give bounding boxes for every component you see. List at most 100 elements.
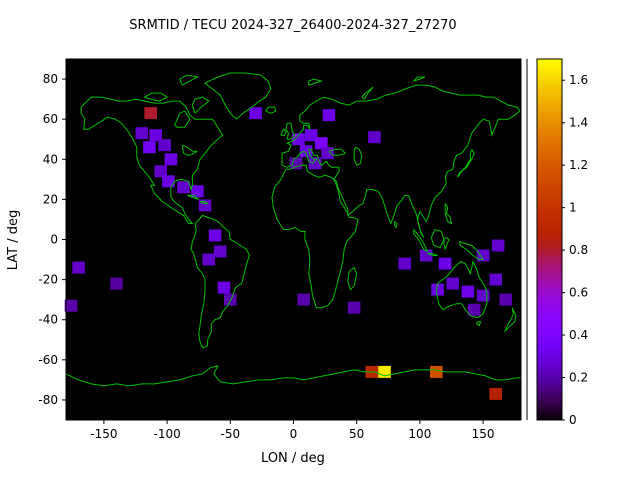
y-tick-label: -40 — [38, 313, 58, 327]
heat-cell — [430, 365, 443, 378]
coastline-path — [435, 260, 488, 319]
colorbar-tick-label: 1.6 — [569, 73, 588, 87]
heat-cell — [315, 137, 328, 150]
heat-cell — [213, 245, 227, 258]
heat-cell — [489, 387, 502, 400]
heat-cell — [431, 283, 444, 296]
colorbar-tick-label: 0.4 — [569, 328, 588, 342]
coastline-path — [179, 74, 199, 86]
heat-cell — [144, 107, 157, 120]
heat-cell — [499, 293, 513, 306]
heat-cell — [208, 229, 222, 242]
coastline-path — [281, 84, 521, 238]
heat-cell — [72, 261, 85, 274]
x-tick-label: 100 — [408, 427, 431, 441]
coastline-path — [413, 229, 429, 253]
coastline-path — [427, 253, 438, 256]
y-tick-label: 0 — [50, 233, 58, 247]
coastline-path — [271, 164, 359, 309]
heat-cell — [135, 127, 149, 140]
colorbar-tick-label: 0.2 — [569, 371, 588, 385]
chart-title: SRMTID / TECU 2024-327_26400-2024-327_27… — [129, 18, 456, 33]
coastline-path — [190, 214, 250, 349]
coastline-path — [476, 321, 482, 327]
coastline-path — [265, 106, 277, 114]
coastline-path — [347, 266, 358, 291]
heat-cell — [489, 273, 502, 286]
coastline-path — [457, 149, 475, 178]
coastline-path — [504, 307, 517, 333]
heat-cell — [177, 181, 190, 194]
heat-cell — [446, 277, 459, 290]
coastline-path — [65, 365, 521, 387]
heat-cell — [368, 131, 381, 144]
heat-cell — [164, 153, 178, 166]
heat-cell — [289, 157, 303, 170]
coastline-path — [204, 72, 272, 120]
y-tick-label: 20 — [43, 192, 58, 206]
y-tick-label: -80 — [38, 393, 58, 407]
coastline-path — [328, 148, 347, 156]
heat-cell — [347, 301, 361, 314]
heat-cell — [476, 249, 490, 262]
heat-cell — [162, 175, 175, 188]
axes: -150 -100 -50 0 50 100 150 -80 -60 -40 -20 0 20 40 60 8… — [38, 72, 494, 441]
coastline-path — [187, 194, 200, 200]
coastline-path — [174, 110, 191, 128]
colorbar-tick-label: 0 — [569, 413, 577, 427]
heat-cell — [322, 109, 336, 122]
x-tick-label: 0 — [290, 427, 298, 441]
coastline-path — [285, 122, 296, 140]
coastline-path — [413, 76, 426, 82]
coastline-path — [144, 92, 169, 102]
heat-cell — [304, 129, 318, 142]
heat-cell — [249, 107, 262, 120]
coastline-path — [458, 241, 485, 261]
coastline-path — [308, 78, 324, 86]
heat-cell — [438, 257, 452, 270]
coastline-path — [199, 200, 210, 204]
x-tick-label: 150 — [472, 427, 495, 441]
heat-cell — [217, 281, 231, 294]
coastline-path — [353, 146, 363, 166]
y-axis-label: LAT / deg — [6, 210, 21, 271]
colorbar-gradient — [536, 58, 563, 421]
coastline-path — [191, 96, 210, 114]
colorbar-tick-label: 1.4 — [569, 116, 588, 130]
colorbar-tick-label: 1.2 — [569, 158, 588, 172]
heat-cell — [476, 289, 490, 302]
heat-cell — [297, 293, 310, 306]
colorbar-tick-label: 1 — [569, 201, 577, 215]
y-tick-label: 40 — [43, 152, 58, 166]
coastlines — [65, 72, 521, 387]
heat-cell — [321, 147, 334, 160]
coastline-path — [443, 236, 450, 250]
heat-cell — [461, 285, 475, 298]
heat-cell — [419, 249, 433, 262]
coastline-path — [80, 96, 224, 224]
y-tick-label: -60 — [38, 353, 58, 367]
heat-cell — [143, 141, 156, 154]
heat-cell — [191, 185, 204, 198]
heat-cell — [202, 253, 216, 266]
x-tick-label: 50 — [349, 427, 364, 441]
y-tick-label: 60 — [43, 112, 58, 126]
heat-cell — [154, 165, 168, 178]
coastline-path — [361, 86, 374, 100]
heat-cell — [110, 277, 123, 290]
colorbar-tick-label: 0.8 — [569, 243, 588, 257]
heat-cell — [467, 303, 481, 316]
y-tick-label: 80 — [43, 72, 58, 86]
heat-cell — [64, 299, 78, 312]
heat-cell — [398, 257, 411, 270]
coastline-path — [181, 144, 198, 156]
coastline-path — [444, 203, 453, 225]
y-tick-label: -20 — [38, 273, 58, 287]
coastline-path — [394, 221, 398, 229]
coastline-path — [280, 128, 287, 136]
colorbar: 0 0.2 0.4 0.6 0.8 1 1.2 1.4 1.6 — [536, 58, 588, 427]
map-background — [66, 59, 521, 420]
colorbar-tick-label: 0.6 — [569, 286, 588, 300]
